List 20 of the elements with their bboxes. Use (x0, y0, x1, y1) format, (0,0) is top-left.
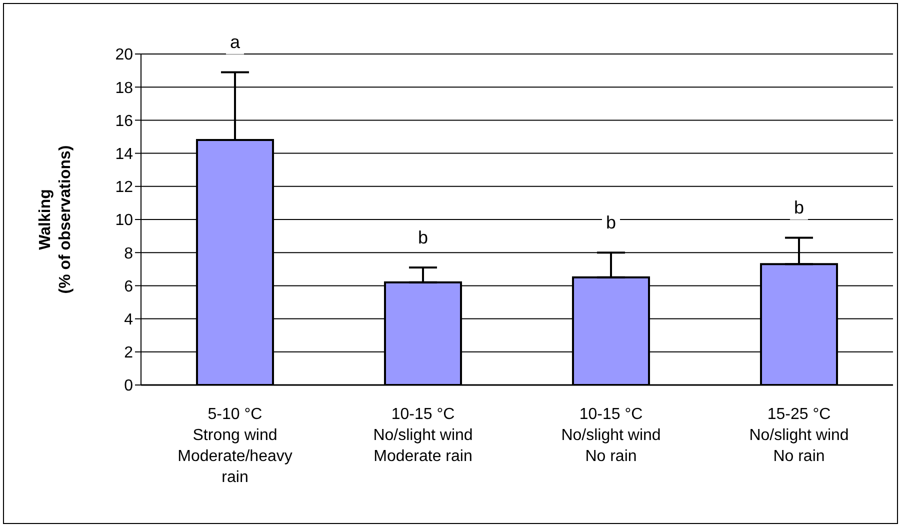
y-tick-label: 14 (115, 146, 134, 163)
text: a (230, 32, 241, 52)
y-tick-label: 12 (115, 179, 134, 196)
x-tick-label: 10-15 °C No/slight wind Moderate rain (373, 406, 473, 465)
y-axis-title: Walking (% of observations) (37, 145, 74, 294)
x-tick-label: 15-25 °C No/slight wind No rain (749, 406, 849, 465)
y-tick-label: 16 (115, 112, 134, 130)
y-tick-label: 6 (124, 278, 134, 296)
x-tick-label: 10-15 °C No/slight wind No rain (561, 406, 661, 465)
annotation: b (794, 198, 804, 218)
y-tick-label: 8 (124, 245, 134, 262)
y-tick-label: 2 (124, 344, 134, 362)
annotation: b (606, 212, 616, 233)
y-tick-label: 18 (115, 80, 134, 97)
y-tick-label: 4 (124, 311, 134, 328)
y-tick-label: 10 (115, 212, 134, 230)
y-tick-label: 20 (115, 46, 134, 64)
x-tick-label: 5-10 °C Strong wind Moderate/heavy rain (178, 406, 292, 486)
annotation: b (418, 227, 428, 248)
y-tick-label: 0 (124, 378, 134, 395)
